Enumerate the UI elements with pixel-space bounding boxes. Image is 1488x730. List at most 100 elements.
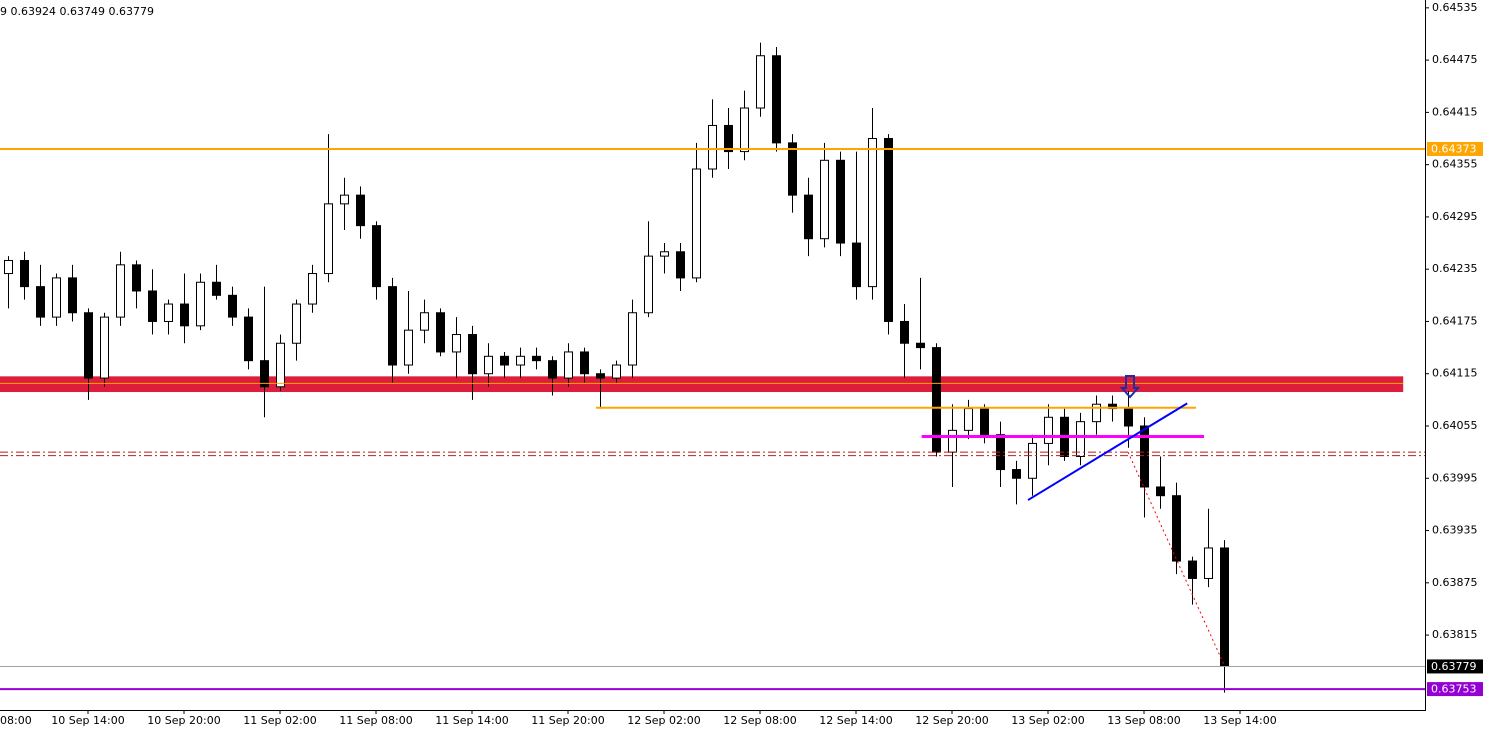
candle-body-down — [580, 351, 589, 375]
candle-body-down — [884, 138, 893, 322]
candle-body-up — [4, 259, 13, 275]
candle-body-down — [772, 55, 781, 144]
candle-body-down — [804, 194, 813, 240]
candle-body-up — [116, 264, 125, 318]
candle-body-down — [212, 281, 221, 296]
candle-body-up — [644, 255, 653, 314]
candle-body-down — [260, 360, 269, 388]
candle-body-up — [564, 351, 573, 379]
zone — [0, 376, 1404, 393]
price-label: 0.64373 — [1431, 142, 1477, 155]
x-tick-label: 12 Sep 14:00 — [819, 714, 892, 727]
candle-body-up — [452, 334, 461, 353]
candle-body-down — [1172, 495, 1181, 562]
candle-body-up — [276, 342, 285, 388]
candle-body-up — [516, 355, 525, 366]
x-tick-label: 08:00 — [0, 714, 32, 727]
candle-body-down — [68, 277, 77, 314]
candle-body-down — [836, 159, 845, 244]
candle-body-down — [372, 225, 381, 288]
candle-body-down — [900, 320, 909, 344]
candle-body-down — [532, 355, 541, 362]
candle-body-down — [932, 347, 941, 453]
candle-body-up — [100, 316, 109, 379]
candle-body-up — [1076, 421, 1085, 457]
candle-body-up — [196, 281, 205, 327]
price-label: 0.63779 — [1431, 660, 1477, 673]
candle-body-down — [548, 360, 557, 379]
x-tick-label: 12 Sep 02:00 — [627, 714, 700, 727]
candle-body-down — [1220, 547, 1229, 667]
x-tick-label: 11 Sep 20:00 — [531, 714, 604, 727]
candle-body-down — [244, 316, 253, 362]
candle-body-up — [1044, 416, 1053, 444]
candle-body-down — [596, 373, 605, 379]
x-tick-label: 12 Sep 08:00 — [723, 714, 796, 727]
y-tick-label: 0.63875 — [1432, 576, 1478, 589]
y-tick-label: 0.63995 — [1432, 471, 1478, 484]
candle-body-down — [980, 408, 989, 436]
candle-body-up — [756, 55, 765, 109]
y-tick-label: 0.63815 — [1432, 628, 1478, 641]
candle-body-down — [36, 286, 45, 318]
y-tick-label: 0.64355 — [1432, 158, 1478, 171]
y-tick-label: 0.64535 — [1432, 1, 1478, 14]
candle-body-up — [964, 408, 973, 431]
x-tick-label: 13 Sep 08:00 — [1107, 714, 1180, 727]
candle-body-up — [484, 355, 493, 375]
candle-body-down — [436, 312, 445, 353]
price-label: 0.63753 — [1431, 683, 1477, 696]
candle-body-up — [1092, 403, 1101, 423]
candle-body-up — [404, 329, 413, 366]
candle-body-up — [612, 364, 621, 379]
plot-area — [0, 42, 1425, 693]
candle-body-down — [1012, 469, 1021, 479]
x-tick-label: 11 Sep 02:00 — [243, 714, 316, 727]
y-tick-label: 0.64055 — [1432, 419, 1478, 432]
candle-body-down — [356, 194, 365, 227]
candle-body-up — [692, 168, 701, 279]
x-tick-label: 11 Sep 08:00 — [339, 714, 412, 727]
down-arrow — [1119, 375, 1141, 399]
candle-body-down — [468, 334, 477, 375]
candle-body-down — [20, 259, 29, 288]
candle-body-up — [820, 159, 829, 240]
x-tick-label: 10 Sep 20:00 — [147, 714, 220, 727]
candle-body-up — [324, 203, 333, 275]
candle-body-down — [676, 251, 685, 279]
candle-body-up — [628, 312, 637, 366]
x-tick-label: 13 Sep 02:00 — [1011, 714, 1084, 727]
y-tick-label: 0.64235 — [1432, 262, 1478, 275]
candle-body-down — [1140, 425, 1149, 488]
candle-body-up — [660, 251, 669, 257]
drawn-line — [1127, 451, 1225, 665]
candle-body-up — [420, 312, 429, 331]
x-tick-label: 12 Sep 20:00 — [915, 714, 988, 727]
candle-body-up — [340, 194, 349, 205]
y-tick-label: 0.64175 — [1432, 314, 1478, 327]
candle-body-up — [1028, 442, 1037, 479]
candle-body-down — [916, 342, 925, 349]
candle-body-up — [164, 303, 173, 322]
y-tick-label: 0.64475 — [1432, 53, 1478, 66]
candle-body-up — [948, 429, 957, 453]
ohlc-header: 9 0.63924 0.63749 0.63779 — [0, 5, 154, 18]
y-tick-label: 0.64295 — [1432, 210, 1478, 223]
y-tick-label: 0.63935 — [1432, 524, 1478, 537]
candle-body-down — [788, 142, 797, 196]
price-label-box — [1427, 659, 1483, 674]
candle-body-up — [292, 303, 301, 344]
candle-body-down — [500, 355, 509, 366]
candle-body-down — [1124, 408, 1133, 427]
candle-body-down — [84, 312, 93, 379]
candle-body-up — [52, 277, 61, 318]
candle-body-up — [740, 107, 749, 153]
x-tick-label: 13 Sep 14:00 — [1203, 714, 1276, 727]
drawn-line — [1027, 402, 1188, 501]
candle-body-up — [1204, 547, 1213, 579]
candle-body-down — [148, 290, 157, 322]
x-tick-label: 10 Sep 14:00 — [51, 714, 124, 727]
candle-body-up — [708, 124, 717, 170]
candle-body-down — [1188, 560, 1197, 579]
x-tick-label: 11 Sep 14:00 — [435, 714, 508, 727]
